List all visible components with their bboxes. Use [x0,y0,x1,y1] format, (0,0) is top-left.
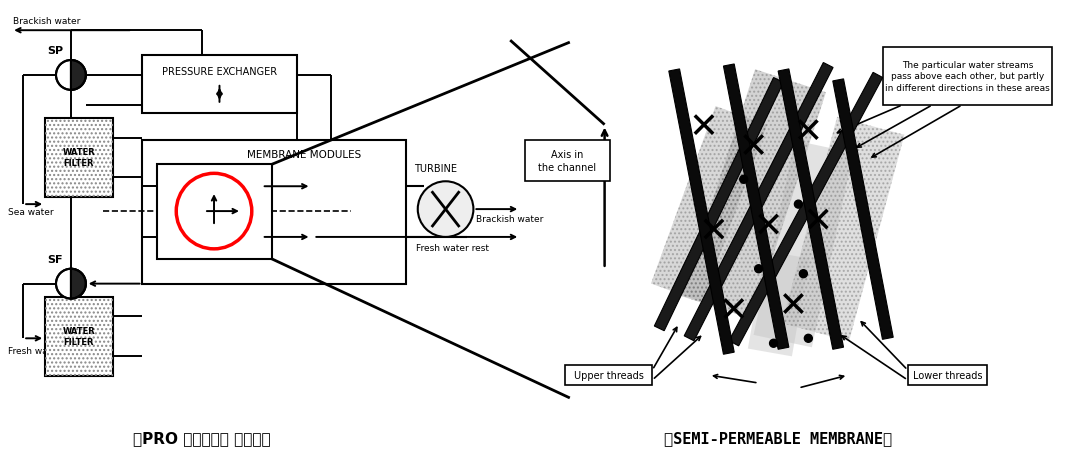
Bar [158,165,272,259]
Bar [565,365,652,385]
Text: 〈PRO 발전과정의 계락도〉: 〈PRO 발전과정의 계락도〉 [133,430,271,445]
Polygon shape [778,70,843,350]
Text: WATER
FILTER: WATER FILTER [63,148,95,168]
Text: 〈SEMI-PERMEABLE MEMBRANE〉: 〈SEMI-PERMEABLE MEMBRANE〉 [664,430,892,445]
Bar [143,140,406,284]
Circle shape [805,335,812,342]
Polygon shape [747,251,809,357]
Text: Fresh water rest: Fresh water rest [416,243,489,252]
Text: PRESSURE EXCHANGER: PRESSURE EXCHANGER [162,67,278,77]
Circle shape [56,61,85,91]
Circle shape [770,340,778,347]
Circle shape [740,176,747,184]
Text: Fresh water: Fresh water [9,346,62,355]
Text: Axis in
the channel: Axis in the channel [538,149,596,173]
Polygon shape [729,73,882,346]
Bar [907,365,987,385]
Text: Brackish water: Brackish water [13,17,81,26]
Polygon shape [71,61,85,91]
Text: The particular water streams
pass above each other, but partly
in different dire: The particular water streams pass above … [885,60,1050,93]
Circle shape [755,265,762,273]
Circle shape [799,270,808,278]
Text: Lower threads: Lower threads [913,370,982,380]
Text: WATER
FILTER: WATER FILTER [63,327,95,346]
Polygon shape [654,78,783,331]
Polygon shape [651,107,767,303]
Polygon shape [685,64,833,341]
Circle shape [795,201,802,209]
Bar [45,119,112,198]
Bar [882,48,1052,106]
Text: Brackish water: Brackish water [476,215,543,224]
Polygon shape [724,65,788,350]
Text: Upper threads: Upper threads [573,370,644,380]
Text: MEMBRANE MODULES: MEMBRANE MODULES [247,150,361,160]
Text: Sea water: Sea water [9,207,54,216]
Circle shape [418,182,473,237]
Text: TURBINE: TURBINE [414,164,457,174]
Text: SF: SF [48,254,63,264]
Polygon shape [782,118,904,341]
Bar [45,297,112,376]
Bar [143,56,297,114]
Bar [525,140,609,182]
Polygon shape [754,141,853,348]
Polygon shape [669,70,734,354]
Bar [45,119,112,198]
Bar [45,297,112,376]
Text: SP: SP [48,46,63,56]
Polygon shape [833,80,893,340]
Polygon shape [681,70,826,319]
Polygon shape [71,269,85,299]
Circle shape [56,269,85,299]
